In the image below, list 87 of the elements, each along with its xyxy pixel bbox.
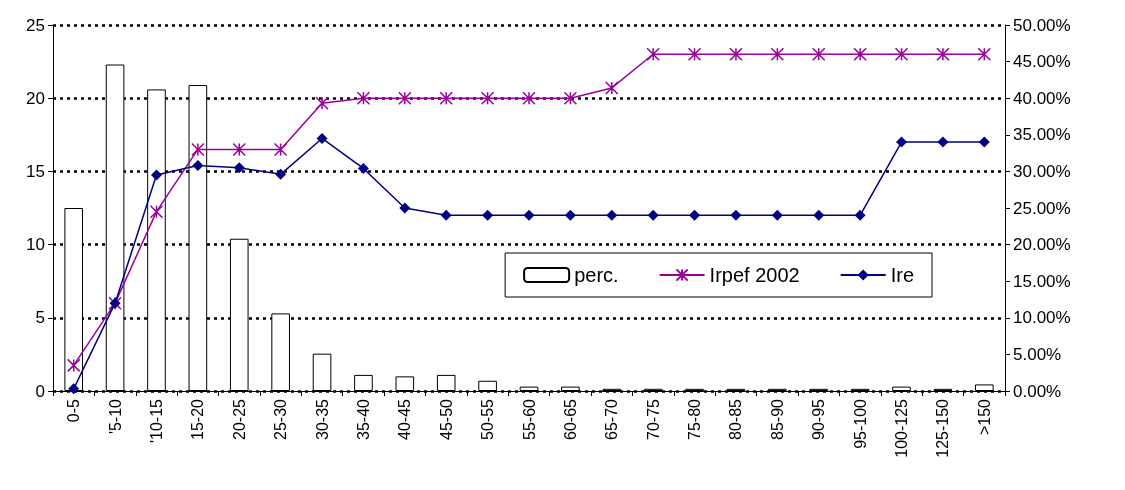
point xyxy=(771,209,783,221)
point xyxy=(150,169,162,181)
y2-tick-label: 30.00% xyxy=(1013,161,1071,181)
point xyxy=(811,47,826,62)
x-tick-label: 15-20 xyxy=(189,398,207,440)
x-tick-label: 70-75 xyxy=(644,398,662,440)
point xyxy=(191,142,205,157)
x-tick-label: 65-70 xyxy=(603,398,621,440)
x-tick-label: 75-80 xyxy=(686,398,704,440)
point xyxy=(646,47,660,62)
point xyxy=(813,209,825,221)
y2-tick-label: 40.00% xyxy=(1013,88,1071,108)
point xyxy=(192,160,204,172)
point xyxy=(894,47,909,62)
point xyxy=(482,209,494,221)
point xyxy=(68,383,80,395)
point xyxy=(316,132,328,144)
point xyxy=(398,91,412,105)
x-tick-label: 25-30 xyxy=(272,398,290,440)
point xyxy=(356,91,371,105)
point xyxy=(605,81,619,95)
y-tick-label: 20 xyxy=(26,88,45,108)
y2-tick-label: 5.00% xyxy=(1013,344,1062,364)
point xyxy=(770,47,785,62)
point xyxy=(66,358,81,373)
y2-tick-label: 35.00% xyxy=(1013,125,1071,145)
point xyxy=(896,136,908,148)
point xyxy=(275,168,287,180)
x-tick-label: 55-60 xyxy=(520,398,538,440)
x-tick-label: 35-40 xyxy=(354,398,372,440)
point xyxy=(315,96,329,111)
x-tick-label: 45-50 xyxy=(437,398,455,440)
point xyxy=(606,209,618,221)
x-tick-label: 60-65 xyxy=(561,398,579,440)
point xyxy=(729,47,743,62)
y-tick-label: 5 xyxy=(35,308,45,328)
y-tick-label: 25 xyxy=(26,15,45,35)
y2-tick-label: 10.00% xyxy=(1013,308,1071,328)
point xyxy=(936,47,950,62)
point xyxy=(232,142,247,157)
x-tick-label: 100-125 xyxy=(893,398,911,458)
point xyxy=(687,47,702,62)
x-tick-label: 20-25 xyxy=(230,398,248,440)
y-tick-label: 10 xyxy=(26,235,45,255)
point xyxy=(937,136,949,148)
y2-tick-label: 50.00% xyxy=(1013,15,1071,35)
x-tick-label: 95-100 xyxy=(851,398,869,449)
point xyxy=(689,209,701,221)
point xyxy=(440,209,452,221)
point xyxy=(439,91,453,105)
y2-tick-label: 0.00% xyxy=(1013,381,1062,401)
x-tick-label: 125-150 xyxy=(934,398,952,458)
legend-label: Irpef 2002 xyxy=(709,264,800,286)
point xyxy=(853,47,867,62)
point xyxy=(977,47,992,62)
point xyxy=(563,91,578,105)
x-tick-label: 0-5 xyxy=(65,398,83,423)
x-tick-label: '5-10 xyxy=(106,398,124,435)
legend-label: Ire xyxy=(890,264,914,286)
x-tick-label: '10-15 xyxy=(147,398,165,443)
point xyxy=(357,162,369,174)
legend-label: perc. xyxy=(574,264,619,286)
x-tick-label: 30-35 xyxy=(313,398,331,440)
y-tick-label: 15 xyxy=(26,161,45,181)
point xyxy=(522,91,536,105)
point xyxy=(399,202,411,214)
point xyxy=(978,136,990,148)
x-tick-label: 50-55 xyxy=(479,398,497,440)
y-tick-label: 0 xyxy=(35,381,45,401)
point xyxy=(149,204,164,219)
point xyxy=(480,91,495,105)
point xyxy=(564,209,576,221)
x-tick-label: 40-45 xyxy=(396,398,414,440)
point xyxy=(647,209,659,221)
x-tick-label: 85-90 xyxy=(768,398,786,440)
point xyxy=(233,162,245,174)
y2-tick-label: 25.00% xyxy=(1013,198,1071,218)
y2-tick-label: 15.00% xyxy=(1013,271,1071,291)
y2-tick-label: 45.00% xyxy=(1013,52,1071,72)
x-tick-label: 90-95 xyxy=(810,398,828,440)
y2-tick-label: 20.00% xyxy=(1013,235,1071,255)
point xyxy=(730,209,742,221)
x-tick-label: 80-85 xyxy=(727,398,745,440)
point xyxy=(523,209,535,221)
point xyxy=(854,209,866,221)
point xyxy=(273,142,288,157)
x-tick-label: >150 xyxy=(975,398,993,436)
